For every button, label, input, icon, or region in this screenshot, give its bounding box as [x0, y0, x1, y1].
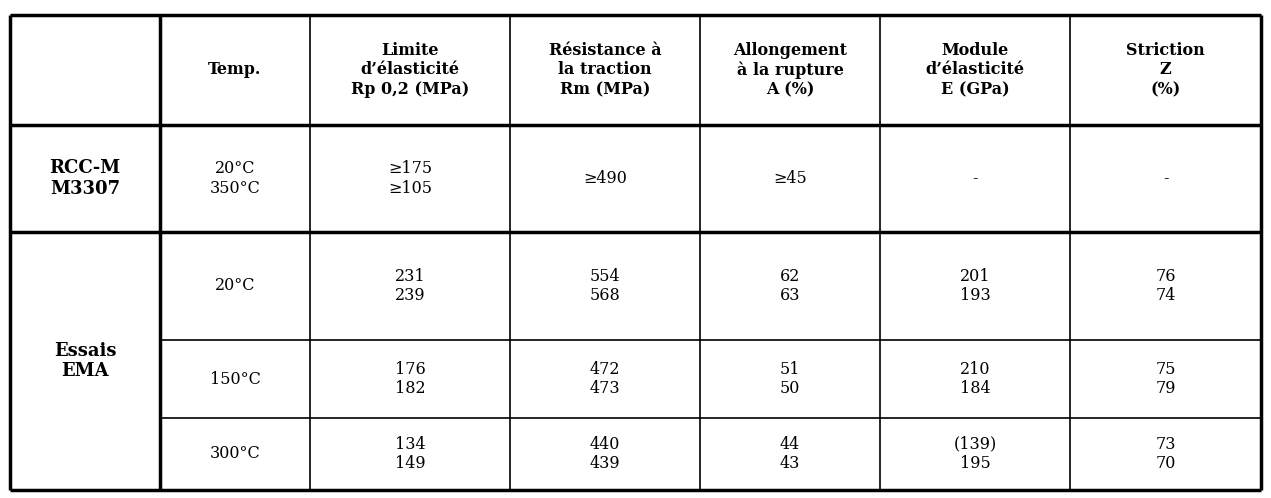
Text: Essais
EMA: Essais EMA	[53, 342, 116, 380]
Text: 20°C
350°C: 20°C 350°C	[210, 160, 261, 197]
Text: 44
43: 44 43	[780, 436, 801, 472]
Text: 554
568: 554 568	[590, 268, 620, 304]
Text: 20°C: 20°C	[215, 277, 255, 294]
Text: 76
74: 76 74	[1155, 268, 1176, 304]
Text: Striction
Z
(%): Striction Z (%)	[1126, 42, 1205, 98]
Text: ≥45: ≥45	[773, 170, 807, 187]
Text: -: -	[972, 170, 977, 187]
Text: 62
63: 62 63	[779, 268, 801, 304]
Text: Module
d’élasticité
E (GPa): Module d’élasticité E (GPa)	[925, 42, 1024, 98]
Text: 150°C: 150°C	[210, 371, 261, 387]
Text: Limite
d’élasticité
Rp 0,2 (MPa): Limite d’élasticité Rp 0,2 (MPa)	[351, 42, 469, 98]
Text: 231
239: 231 239	[395, 268, 426, 304]
Text: (139)
195: (139) 195	[953, 436, 996, 472]
Text: 51
50: 51 50	[779, 361, 801, 397]
Text: Résistance à
la traction
Rm (MPa): Résistance à la traction Rm (MPa)	[549, 42, 661, 98]
Text: ≥490: ≥490	[583, 170, 627, 187]
Text: Allongement
à la rupture
A (%): Allongement à la rupture A (%)	[733, 42, 846, 99]
Text: ≥175
≥105: ≥175 ≥105	[388, 160, 432, 197]
Text: 134
149: 134 149	[395, 436, 426, 472]
Text: 472
473: 472 473	[590, 361, 620, 397]
Text: RCC-M
M3307: RCC-M M3307	[50, 159, 121, 198]
Text: 75
79: 75 79	[1155, 361, 1176, 397]
Text: 73
70: 73 70	[1155, 436, 1176, 472]
Text: 440
439: 440 439	[590, 436, 620, 472]
Text: Temp.: Temp.	[208, 61, 262, 79]
Text: 300°C: 300°C	[210, 446, 261, 463]
Text: 210
184: 210 184	[960, 361, 990, 397]
Text: 201
193: 201 193	[960, 268, 990, 304]
Text: -: -	[1163, 170, 1168, 187]
Text: 176
182: 176 182	[394, 361, 426, 397]
